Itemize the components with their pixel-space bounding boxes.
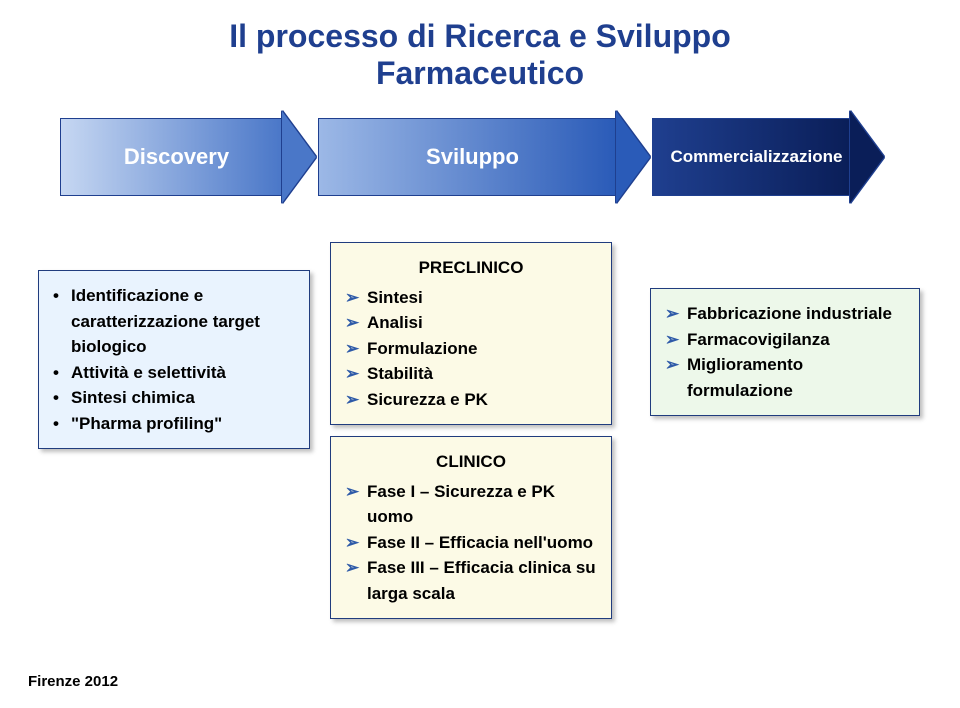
comm-item: Farmacovigilanza xyxy=(687,327,905,353)
arrow-sviluppo-label: Sviluppo xyxy=(426,144,519,170)
preclinico-item: Formulazione xyxy=(367,336,597,362)
footer-text: Firenze 2012 xyxy=(28,673,118,690)
arrow-comm-body: Commercializzazione xyxy=(652,118,850,196)
list-item: ➢ Sicurezza e PK xyxy=(345,387,597,413)
page-title: Il processo di Ricerca e Sviluppo Farmac… xyxy=(0,0,960,92)
discovery-item-3: Sintesi chimica xyxy=(71,385,295,411)
list-item: ➢ Fabbricazione industriale xyxy=(665,301,905,327)
arrow-discovery-body: Discovery xyxy=(60,118,282,196)
preclinico-item: Analisi xyxy=(367,310,597,336)
clinico-item: Fase I – Sicurezza e PK uomo xyxy=(367,479,597,530)
chevron-right-icon: ➢ xyxy=(345,555,367,581)
preclinico-item: Stabilità xyxy=(367,361,597,387)
chevron-right-icon: ➢ xyxy=(345,310,367,336)
title-line-2: Farmaceutico xyxy=(376,55,584,91)
list-item: ➢ Miglioramento formulazione xyxy=(665,352,905,403)
list-item: ➢ Farmacovigilanza xyxy=(665,327,905,353)
arrow-commercializzazione: Commercializzazione xyxy=(652,118,884,196)
panel-clinico: CLINICO ➢ Fase I – Sicurezza e PK uomo ➢… xyxy=(330,436,612,619)
chevron-right-icon: ➢ xyxy=(665,352,687,378)
arrow-sviluppo-body: Sviluppo xyxy=(318,118,616,196)
chevron-right-icon: ➢ xyxy=(345,530,367,556)
bullet-dot-icon: • xyxy=(53,385,71,411)
process-arrow-row: Discovery Sviluppo Commercializzazione xyxy=(60,118,900,210)
list-item: ➢ Formulazione xyxy=(345,336,597,362)
preclinico-header: PRECLINICO xyxy=(345,255,597,281)
panel-discovery: • Identificazione e caratterizzazione ta… xyxy=(38,270,310,449)
list-item: • Identificazione e caratterizzazione ta… xyxy=(53,283,295,360)
chevron-right-icon: ➢ xyxy=(345,479,367,505)
list-item: • Sintesi chimica xyxy=(53,385,295,411)
comm-item: Fabbricazione industriale xyxy=(687,301,905,327)
discovery-item-2: Attività e selettività xyxy=(71,360,295,386)
clinico-item: Fase III – Efficacia clinica su larga sc… xyxy=(367,555,597,606)
list-item: ➢ Stabilità xyxy=(345,361,597,387)
list-item: ➢ Fase I – Sicurezza e PK uomo xyxy=(345,479,597,530)
comm-item: Miglioramento formulazione xyxy=(687,352,905,403)
arrow-head-icon xyxy=(616,111,650,203)
title-line-1: Il processo di Ricerca e Sviluppo xyxy=(229,18,731,54)
arrow-sviluppo: Sviluppo xyxy=(318,118,650,196)
chevron-right-icon: ➢ xyxy=(345,285,367,311)
bullet-dot-icon: • xyxy=(53,411,71,437)
chevron-right-icon: ➢ xyxy=(665,327,687,353)
clinico-item: Fase II – Efficacia nell'uomo xyxy=(367,530,597,556)
list-item: ➢ Analisi xyxy=(345,310,597,336)
bullet-dot-icon: • xyxy=(53,360,71,386)
list-item: ➢ Sintesi xyxy=(345,285,597,311)
arrow-head-icon xyxy=(282,111,316,203)
list-item: • Attività e selettività xyxy=(53,360,295,386)
chevron-right-icon: ➢ xyxy=(665,301,687,327)
arrow-discovery-label: Discovery xyxy=(124,144,229,170)
list-item: • "Pharma profiling" xyxy=(53,411,295,437)
chevron-right-icon: ➢ xyxy=(345,336,367,362)
chevron-right-icon: ➢ xyxy=(345,387,367,413)
panel-preclinico: PRECLINICO ➢ Sintesi ➢ Analisi ➢ Formula… xyxy=(330,242,612,425)
discovery-item-1: Identificazione e caratterizzazione targ… xyxy=(71,283,295,360)
arrow-comm-label: Commercializzazione xyxy=(671,147,843,167)
arrow-head-icon xyxy=(850,111,884,203)
list-item: ➢ Fase III – Efficacia clinica su larga … xyxy=(345,555,597,606)
chevron-right-icon: ➢ xyxy=(345,361,367,387)
list-item: ➢ Fase II – Efficacia nell'uomo xyxy=(345,530,597,556)
clinico-header: CLINICO xyxy=(345,449,597,475)
bullet-dot-icon: • xyxy=(53,283,71,309)
preclinico-item: Sintesi xyxy=(367,285,597,311)
discovery-item-4: "Pharma profiling" xyxy=(71,411,295,437)
preclinico-item: Sicurezza e PK xyxy=(367,387,597,413)
arrow-discovery: Discovery xyxy=(60,118,316,196)
panel-commercializzazione: ➢ Fabbricazione industriale ➢ Farmacovig… xyxy=(650,288,920,416)
